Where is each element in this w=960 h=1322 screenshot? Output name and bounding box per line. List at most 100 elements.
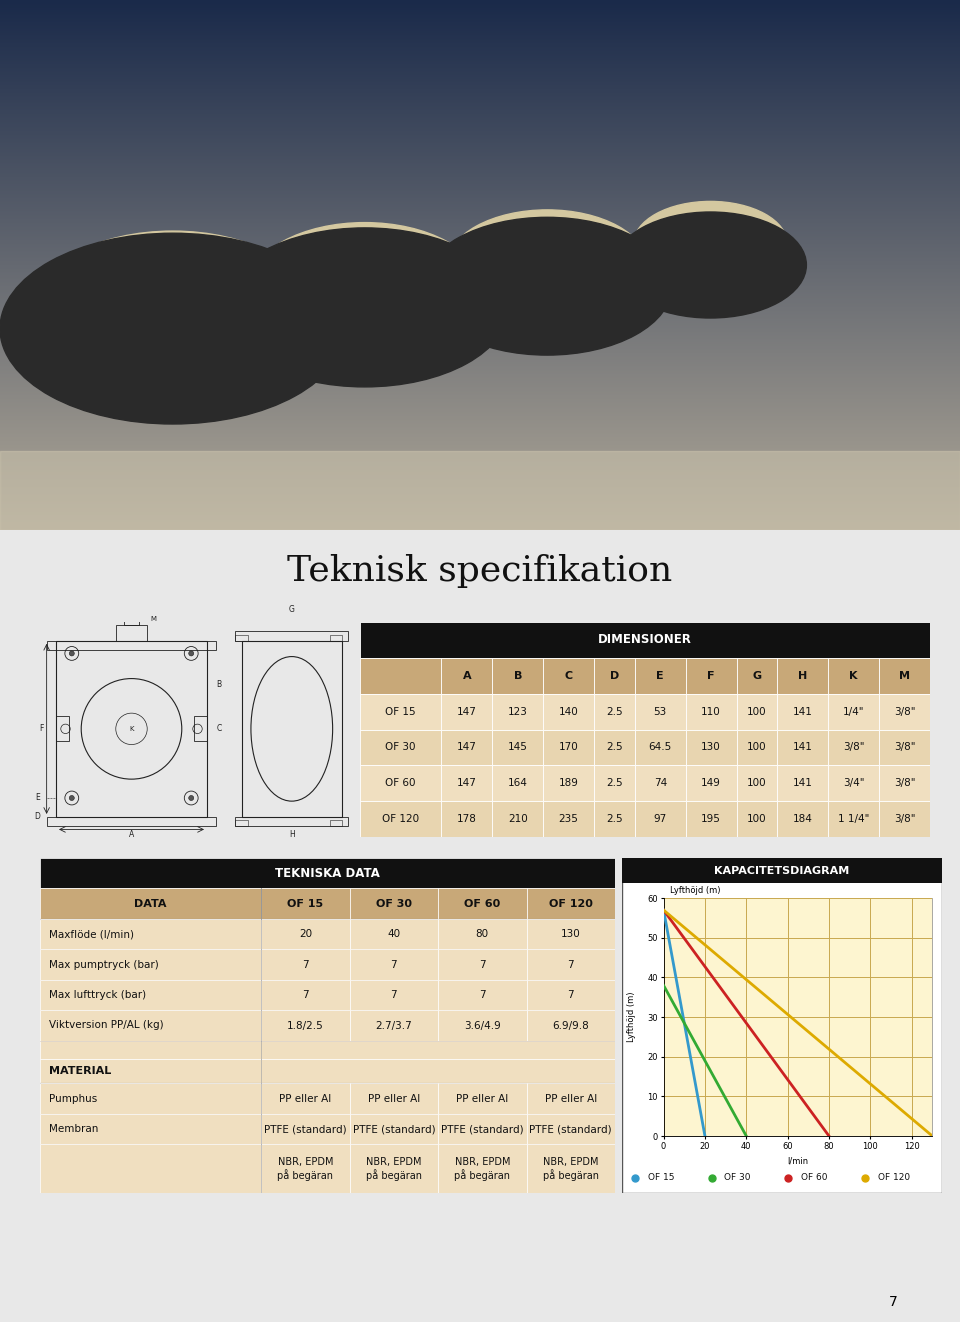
Bar xyxy=(40,1083,261,1114)
Bar xyxy=(492,658,543,694)
Bar xyxy=(594,658,635,694)
Bar xyxy=(438,1145,526,1192)
Text: 7: 7 xyxy=(391,960,397,969)
Text: OF 15: OF 15 xyxy=(385,706,416,717)
Bar xyxy=(116,625,147,641)
Text: Membran: Membran xyxy=(49,1124,98,1134)
Text: 7: 7 xyxy=(567,960,574,969)
Text: OF 30: OF 30 xyxy=(376,899,412,908)
Bar xyxy=(261,919,349,949)
Text: 1/4": 1/4" xyxy=(843,706,864,717)
Bar xyxy=(235,632,348,641)
Text: 2.7/3.7: 2.7/3.7 xyxy=(375,1021,412,1031)
Bar xyxy=(492,730,543,765)
Text: 141: 141 xyxy=(793,706,813,717)
Text: TEKNISKA DATA: TEKNISKA DATA xyxy=(276,867,380,879)
Text: 100: 100 xyxy=(747,706,767,717)
Text: 100: 100 xyxy=(747,814,767,824)
Bar xyxy=(438,980,526,1010)
Text: 3/8": 3/8" xyxy=(843,743,864,752)
Bar xyxy=(442,730,492,765)
Bar xyxy=(685,658,736,694)
Circle shape xyxy=(422,217,672,356)
Text: B: B xyxy=(514,670,522,681)
Text: l/min: l/min xyxy=(787,1157,808,1166)
Text: NBR, EPDM
på begäran: NBR, EPDM på begäran xyxy=(542,1157,599,1181)
Bar xyxy=(635,765,685,801)
Bar xyxy=(349,1114,438,1145)
Bar xyxy=(526,1083,615,1114)
Bar xyxy=(261,1083,349,1114)
Bar xyxy=(261,980,349,1010)
Text: A: A xyxy=(129,830,134,838)
Text: OF 15: OF 15 xyxy=(287,899,324,908)
Text: 3/8": 3/8" xyxy=(894,743,915,752)
Bar xyxy=(526,919,615,949)
Text: K: K xyxy=(850,670,858,681)
Text: Lyfthöjd (m): Lyfthöjd (m) xyxy=(670,886,721,895)
Bar xyxy=(442,694,492,730)
Text: 147: 147 xyxy=(457,779,477,788)
Bar xyxy=(828,694,879,730)
Text: H: H xyxy=(798,670,807,681)
Bar xyxy=(40,1059,615,1083)
Text: Max lufttryck (bar): Max lufttryck (bar) xyxy=(49,990,146,999)
Bar xyxy=(685,694,736,730)
Bar xyxy=(736,801,778,837)
Text: Lyfthöjd (m): Lyfthöjd (m) xyxy=(627,992,636,1042)
Text: Maxflöde (l/min): Maxflöde (l/min) xyxy=(49,929,133,939)
Text: 189: 189 xyxy=(559,779,579,788)
Bar xyxy=(492,801,543,837)
Text: E: E xyxy=(35,793,39,802)
Circle shape xyxy=(69,796,74,801)
Text: 53: 53 xyxy=(654,706,667,717)
Bar xyxy=(663,898,932,1136)
Bar xyxy=(360,621,930,658)
Bar xyxy=(438,1114,526,1145)
Bar xyxy=(40,949,261,980)
Bar xyxy=(526,980,615,1010)
Text: 100: 100 xyxy=(747,779,767,788)
Text: D: D xyxy=(610,670,619,681)
Text: OF 120: OF 120 xyxy=(549,899,592,908)
Bar xyxy=(40,1040,615,1059)
Bar xyxy=(879,765,930,801)
Bar xyxy=(349,1145,438,1192)
Bar xyxy=(40,980,261,1010)
Bar xyxy=(736,730,778,765)
Text: 147: 147 xyxy=(457,743,477,752)
Bar xyxy=(40,919,261,949)
Bar xyxy=(879,730,930,765)
Bar xyxy=(879,801,930,837)
Bar xyxy=(778,658,828,694)
Text: 1 1/4": 1 1/4" xyxy=(838,814,870,824)
Text: OF 60: OF 60 xyxy=(802,1174,828,1182)
Circle shape xyxy=(250,222,480,350)
Bar xyxy=(442,658,492,694)
Text: C: C xyxy=(564,670,573,681)
Text: OF 120: OF 120 xyxy=(382,814,420,824)
Text: 7: 7 xyxy=(302,960,309,969)
Bar xyxy=(492,694,543,730)
Text: 7: 7 xyxy=(391,990,397,999)
Text: 130: 130 xyxy=(561,929,581,939)
Text: DATA: DATA xyxy=(134,899,167,908)
Bar xyxy=(349,1083,438,1114)
Text: OF 15: OF 15 xyxy=(648,1174,674,1182)
Text: 40: 40 xyxy=(387,929,400,939)
Bar xyxy=(526,1145,615,1192)
Circle shape xyxy=(35,231,311,383)
Text: 74: 74 xyxy=(654,779,667,788)
Text: Pumphus: Pumphus xyxy=(49,1093,97,1104)
Circle shape xyxy=(634,201,787,286)
Bar xyxy=(261,1114,349,1145)
Text: PP eller Al: PP eller Al xyxy=(544,1093,597,1104)
Bar xyxy=(685,801,736,837)
Bar xyxy=(349,980,438,1010)
Text: OF 30: OF 30 xyxy=(386,743,416,752)
Text: M: M xyxy=(151,616,156,621)
Text: 7: 7 xyxy=(479,990,486,999)
Circle shape xyxy=(189,650,194,656)
Circle shape xyxy=(614,212,806,319)
Text: OF 60: OF 60 xyxy=(465,899,500,908)
